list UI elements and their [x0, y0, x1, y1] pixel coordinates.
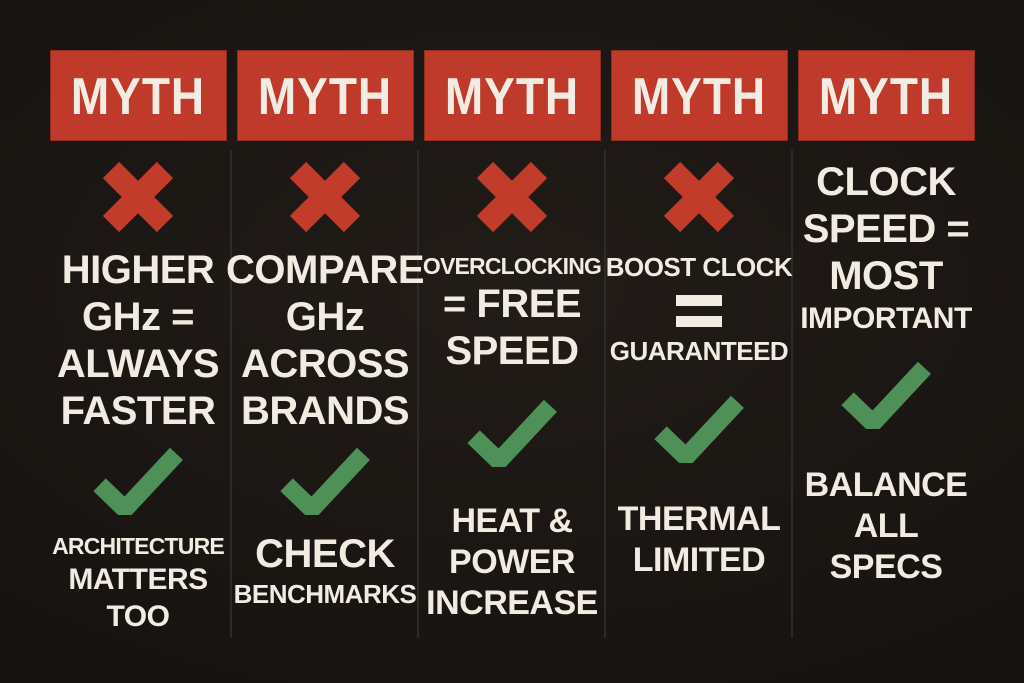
myth-line: = FREE	[442, 282, 582, 326]
check-icon	[467, 399, 557, 467]
myth-badge: MYTH	[236, 50, 414, 141]
truth-line: ALL	[853, 507, 919, 545]
myth-statement: BOOST CLOCK GUARANTEED	[606, 251, 793, 367]
truth-line: INCREASE	[426, 584, 598, 622]
myth-line: GHz =	[82, 295, 194, 339]
myth-column-compare-ghz: MYTH COMPARE GHz ACROSS BRANDS CHECK BEN…	[226, 0, 424, 683]
myth-column-boost-clock: MYTH BOOST CLOCK GUARANTEED THERMAL LIMI…	[606, 0, 793, 683]
truth-line: MATTERS	[68, 563, 208, 596]
column-divider	[791, 150, 793, 638]
x-icon	[289, 161, 361, 233]
x-icon	[663, 161, 735, 233]
equals-icon	[675, 295, 722, 327]
myth-badge-label: MYTH	[444, 66, 580, 125]
myth-line: ACROSS	[240, 342, 410, 386]
myth-line: GUARANTEED	[609, 336, 789, 366]
myth-line: GHz	[285, 295, 365, 339]
myth-badge: MYTH	[49, 50, 227, 141]
myth-line: BRANDS	[240, 389, 410, 433]
myth-column-higher-ghz: MYTH HIGHER GHz = ALWAYS FASTER ARCHITEC…	[45, 0, 232, 683]
check-icon	[280, 447, 370, 515]
truth-statement: HEAT & POWER INCREASE	[426, 501, 598, 624]
myth-statement: HIGHER GHz = ALWAYS FASTER	[56, 247, 220, 435]
truth-line: CHECK	[255, 532, 395, 576]
myth-badge-label: MYTH	[818, 66, 954, 125]
myth-line: BOOST CLOCK	[605, 252, 793, 282]
myth-line: FASTER	[60, 389, 216, 433]
myth-statement: COMPARE GHz ACROSS BRANDS	[226, 247, 424, 435]
myth-statement: OVERCLOCKING = FREE SPEED	[422, 251, 602, 375]
myth-line: CLOCK	[816, 160, 956, 204]
check-icon	[654, 395, 744, 463]
myth-line: COMPARE	[226, 248, 424, 292]
myth-badge-label: MYTH	[70, 66, 206, 125]
truth-line: HEAT &	[451, 502, 573, 540]
truth-statement: THERMAL LIMITED	[618, 499, 781, 581]
myth-line: SPEED =	[802, 207, 970, 251]
check-icon	[841, 361, 931, 429]
myth-line: HIGHER	[61, 248, 215, 292]
check-icon	[93, 447, 183, 515]
column-divider	[604, 150, 606, 638]
myth-line: OVERCLOCKING	[422, 253, 602, 279]
truth-statement: ARCHITECTURE MATTERS TOO	[52, 531, 225, 635]
truth-line: THERMAL	[617, 500, 781, 538]
truth-line: BALANCE	[804, 466, 968, 504]
equals-bar	[675, 316, 722, 327]
truth-line: POWER	[449, 543, 575, 581]
truth-line: TOO	[106, 600, 170, 633]
truth-statement: BALANCE ALL SPECS	[805, 465, 968, 588]
column-divider	[230, 150, 232, 638]
myth-badge: MYTH	[797, 50, 975, 141]
myth-badge: MYTH	[610, 50, 788, 141]
truth-line: LIMITED	[632, 541, 766, 579]
truth-line: BENCHMARKS	[233, 579, 417, 609]
myth-line: SPEED	[445, 329, 579, 373]
x-icon	[476, 161, 548, 233]
truth-statement: CHECK BENCHMARKS	[234, 531, 417, 610]
myth-badge-label: MYTH	[631, 66, 767, 125]
myth-column-overclocking: MYTH OVERCLOCKING = FREE SPEED HEAT & PO…	[419, 0, 606, 683]
myth-badge-label: MYTH	[257, 66, 393, 125]
truth-line: SPECS	[829, 548, 943, 586]
truth-line: ARCHITECTURE	[52, 533, 225, 559]
myth-badge: MYTH	[423, 50, 601, 141]
myth-statement: CLOCK SPEED = MOST IMPORTANT	[800, 159, 972, 337]
myth-column-clock-speed-most-important: MYTH CLOCK SPEED = MOST IMPORTANT BALANC…	[793, 0, 980, 683]
myth-line: MOST	[829, 254, 943, 298]
equals-bar	[675, 295, 722, 306]
x-icon	[102, 161, 174, 233]
myth-line: ALWAYS	[56, 342, 220, 386]
myth-line: IMPORTANT	[800, 302, 972, 335]
column-divider	[417, 150, 419, 638]
